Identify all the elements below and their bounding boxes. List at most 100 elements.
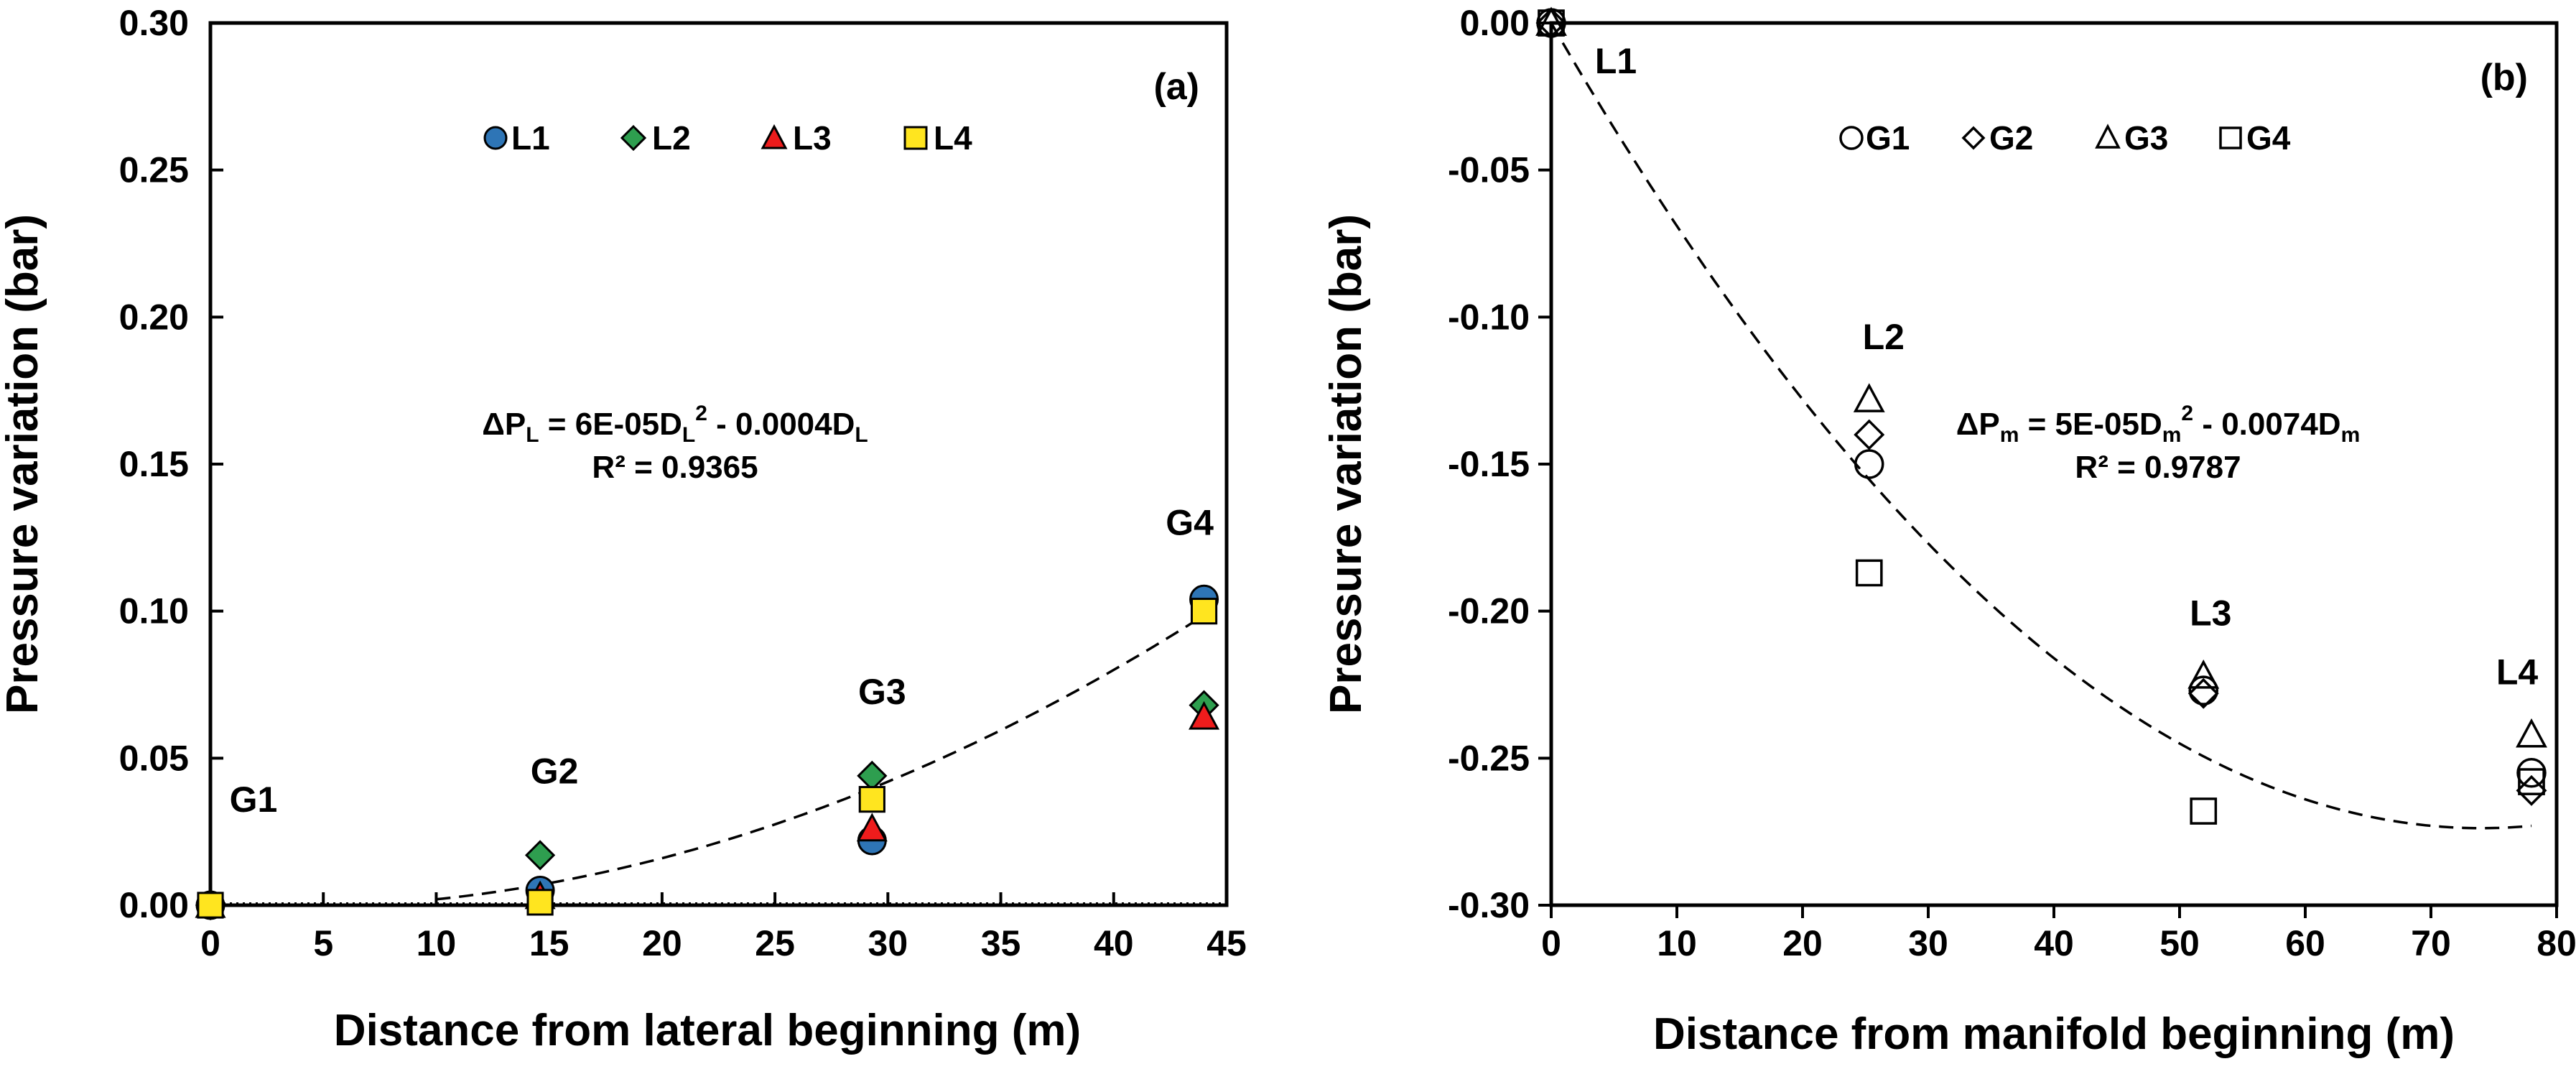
y-tick-label: -0.15 bbox=[1448, 444, 1530, 484]
legend-label-l3: L3 bbox=[793, 119, 832, 157]
x-tick-label: 20 bbox=[1782, 923, 1823, 963]
point-g1-1 bbox=[1854, 449, 1884, 479]
legend-b: G1 G2 G3 G4 bbox=[1839, 119, 2291, 157]
x-tick-label: 40 bbox=[1094, 923, 1134, 963]
point-label-l3: L3 bbox=[2190, 593, 2231, 634]
axes-b: 0 10 20 30 40 50 60 70 80 0.00 -0.05 -0.10 -0.15 -0.2… bbox=[1448, 3, 2576, 963]
x-tick-label: 30 bbox=[868, 923, 908, 963]
legend-marker-g4 bbox=[2219, 126, 2242, 149]
y-axis-title-a: Pressure variation (bar) bbox=[0, 214, 47, 714]
point-labels-a: G1 G2 G3 G4 bbox=[230, 502, 1214, 820]
point-g4-3 bbox=[2518, 768, 2545, 795]
legend-item-g3: G3 bbox=[2095, 119, 2168, 157]
point-g3-2 bbox=[2187, 660, 2220, 689]
y-tick-label: 0.00 bbox=[119, 885, 189, 925]
legend-marker-g3 bbox=[2095, 124, 2121, 149]
point-l3-2 bbox=[856, 813, 888, 842]
point-labels-b: L1 L2 L3 L4 bbox=[1595, 41, 2539, 693]
legend-label-l1: L1 bbox=[511, 119, 550, 157]
x-tick-label: 60 bbox=[2285, 923, 2325, 963]
legend-item-l2: L2 bbox=[620, 119, 691, 157]
data-points-b bbox=[1535, 6, 2547, 825]
x-tick-label: 10 bbox=[417, 923, 457, 963]
point-l4-3 bbox=[1190, 598, 1218, 625]
x-tick-label: 70 bbox=[2411, 923, 2451, 963]
point-label-g3: G3 bbox=[858, 672, 906, 712]
r-squared-a: R² = 0.9365 bbox=[592, 450, 758, 485]
point-g3-1 bbox=[1853, 383, 1885, 412]
x-axis-title-b: Distance from manifold beginning (m) bbox=[1653, 1009, 2455, 1059]
legend-a: L1 L2 L3 L4 bbox=[483, 119, 972, 157]
point-g1-2 bbox=[2188, 675, 2218, 705]
y-tick-label: -0.20 bbox=[1448, 591, 1530, 631]
legend-item-l3: L3 bbox=[761, 119, 832, 157]
point-l4-0 bbox=[197, 892, 224, 919]
y-tick-label: 0.00 bbox=[1460, 3, 1530, 43]
x-tick-label: 15 bbox=[529, 923, 569, 963]
point-label-l1: L1 bbox=[1595, 41, 1637, 81]
y-tick-label: -0.05 bbox=[1448, 150, 1530, 190]
legend-item-l4: L4 bbox=[903, 119, 972, 157]
y-tick-label: 0.30 bbox=[119, 3, 189, 43]
point-l4-1 bbox=[526, 889, 554, 916]
point-l2-1 bbox=[524, 840, 556, 871]
x-tick-label: 25 bbox=[755, 923, 795, 963]
y-axis-title-b: Pressure variation (bar) bbox=[1321, 214, 1371, 714]
trendline-a bbox=[436, 614, 1205, 901]
x-tick-label: 10 bbox=[1657, 923, 1697, 963]
legend-item-g2: G2 bbox=[1961, 119, 2033, 157]
panel-b: 0 10 20 30 40 50 60 70 80 0.00 -0.05 -0.10 -0.15 -0.2… bbox=[1321, 3, 2576, 1059]
point-g2-1 bbox=[1854, 419, 1885, 450]
x-tick-label: 50 bbox=[2159, 923, 2200, 963]
point-g2-3 bbox=[2516, 774, 2547, 806]
panel-a: 0 5 10 15 20 25 30 35 40 45 0.00 0.05 0.10 0.15 0.20 0.… bbox=[0, 3, 1247, 1055]
x-tick-label: 20 bbox=[642, 923, 682, 963]
legend-marker-g2 bbox=[1961, 126, 1986, 150]
y-tick-label: 0.25 bbox=[119, 150, 189, 190]
point-l4-2 bbox=[858, 786, 885, 813]
x-axis-title-a: Distance from lateral beginning (m) bbox=[334, 1006, 1081, 1055]
legend-label-l4: L4 bbox=[934, 119, 972, 157]
y-tick-label: 0.10 bbox=[119, 591, 189, 631]
legend-label-g3: G3 bbox=[2124, 119, 2168, 157]
x-tick-label: 35 bbox=[981, 923, 1021, 963]
x-tick-label: 40 bbox=[2034, 923, 2074, 963]
x-tick-label: 0 bbox=[1541, 923, 1561, 963]
r-squared-b: R² = 0.9787 bbox=[2075, 450, 2241, 485]
point-label-g1: G1 bbox=[230, 779, 278, 820]
y-tick-label: -0.10 bbox=[1448, 297, 1530, 337]
y-tick-label: -0.30 bbox=[1448, 885, 1530, 925]
trendline-b bbox=[1550, 22, 2532, 830]
plot-area-b bbox=[1549, 21, 2559, 907]
legend-label-l2: L2 bbox=[652, 119, 691, 157]
point-g2-2 bbox=[2187, 677, 2219, 709]
equation-b: ΔPm = 5E-05Dm2 - 0.0074Dm R² = 0.9787 bbox=[1956, 402, 2361, 485]
point-g4-0 bbox=[1538, 9, 1565, 37]
trend-equation-b: ΔPm = 5E-05Dm2 - 0.0074Dm bbox=[1956, 402, 2361, 447]
legend-marker-l1 bbox=[483, 126, 508, 150]
panel-label-b: (b) bbox=[2480, 57, 2528, 98]
y-tick-label: 0.05 bbox=[119, 738, 189, 778]
point-g1-3 bbox=[2516, 758, 2547, 788]
legend-item-g4: G4 bbox=[2219, 119, 2291, 157]
legend-marker-g1 bbox=[1839, 126, 1864, 150]
point-g4-1 bbox=[1855, 559, 1883, 587]
trend-equation-a: ΔPL = 6E-05DL2 - 0.0004DL bbox=[482, 402, 868, 447]
legend-item-l1: L1 bbox=[483, 119, 550, 157]
point-label-l2: L2 bbox=[1863, 317, 1905, 357]
y-tick-label: 0.15 bbox=[119, 444, 189, 484]
point-g3-3 bbox=[2516, 718, 2547, 748]
equation-a: ΔPL = 6E-05DL2 - 0.0004DL R² = 0.9365 bbox=[482, 402, 868, 485]
x-tick-label: 45 bbox=[1206, 923, 1247, 963]
axes-a: 0 5 10 15 20 25 30 35 40 45 0.00 0.05 0.10 0.15 0.20 0.… bbox=[119, 3, 1247, 963]
x-tick-label: 5 bbox=[313, 923, 333, 963]
x-tick-label: 0 bbox=[200, 923, 220, 963]
data-points-a bbox=[195, 584, 1220, 921]
point-label-l4: L4 bbox=[2496, 652, 2539, 693]
x-tick-label: 30 bbox=[1908, 923, 1948, 963]
legend-marker-l2 bbox=[620, 124, 647, 152]
point-label-g4: G4 bbox=[1166, 502, 1214, 542]
legend-label-g1: G1 bbox=[1866, 119, 1910, 157]
legend-item-g1: G1 bbox=[1839, 119, 1910, 157]
